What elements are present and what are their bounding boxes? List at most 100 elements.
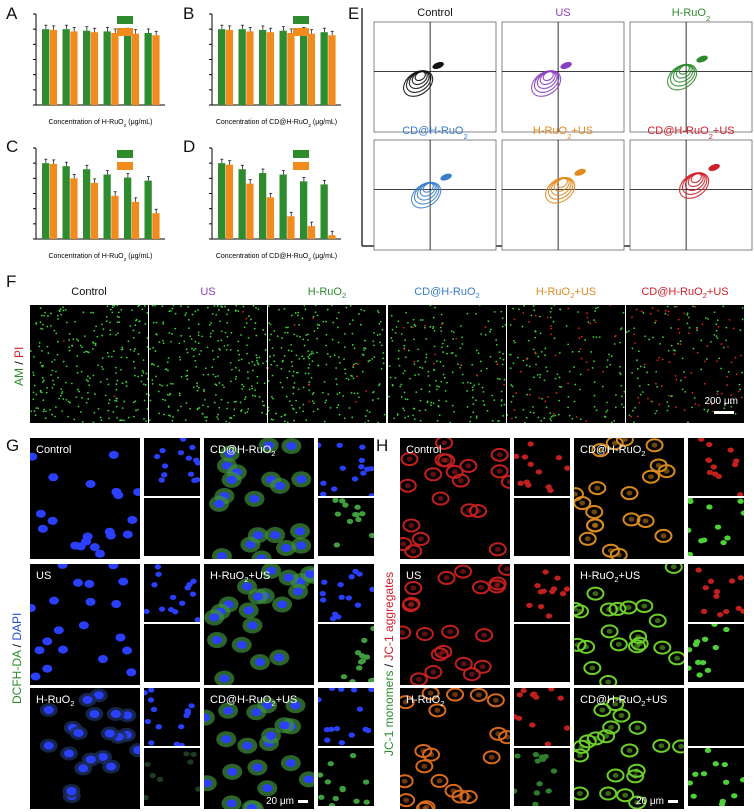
panel-letter-a: A [6,4,18,23]
thumbnail-cells [144,751,200,801]
micrograph-main: CD@H-RuO2+US 20 μm [204,688,314,809]
bar [218,163,226,239]
contour-spot [440,173,452,181]
bar [49,29,58,105]
flow-plot-title: CD@H-RuO2​ [402,125,468,141]
label-separator: / [12,357,26,368]
channel-thumbnail-b [514,748,570,806]
contour-line [550,177,572,196]
bar-chart-a: Concentration of H-RuO2​ (μg/mL) [33,13,165,129]
panel-letter-d: D [183,137,196,156]
micrograph-main: US [30,564,140,685]
jc1-aggregates-label: JC-1 aggregates [382,571,396,661]
contour-line [411,70,428,86]
cell-shapes [39,688,140,804]
channel-thumbnail-a [688,564,744,622]
contour-line [542,71,554,82]
bar [320,32,328,106]
contour-line [679,172,710,199]
cell-dots [388,305,506,423]
label-separator: / [382,660,396,671]
bar [42,163,50,239]
contour-line [681,172,708,195]
thumbnail-cells [340,625,374,682]
cell-dots [626,305,744,423]
flow-plot-title: Control [417,7,452,19]
contour-line [553,177,570,192]
contour-line [539,70,556,86]
channel-thumbnail-b [144,624,200,682]
contour-line [405,70,432,93]
cell-dots [507,305,625,423]
cell-shapes [574,697,684,809]
contour-line [669,63,696,87]
thumbnail-cells [144,564,200,622]
contour-spot [560,62,572,69]
flow-plot: CD@H-RuO2​+US [629,125,753,251]
flow-plot-frame [629,21,753,133]
jc1-panel: JC-1 monomers / JC-1 aggregates Control C… [376,438,754,812]
bar [124,32,132,106]
bar [307,226,316,239]
flow-plot: CD@H-RuO2​ [373,125,497,251]
bar [238,29,246,106]
contour-line [684,172,706,192]
legend-swatch [293,28,309,36]
bar [103,174,111,239]
legend-swatch [293,150,309,158]
micrograph-label: H-RuO2+US [210,570,271,585]
flow-plot: Control [373,7,497,133]
legend-swatch [117,28,133,36]
bar [90,32,99,106]
bar [62,166,70,239]
panel-letter-f: F [6,272,17,291]
thumbnail-cells [319,568,374,622]
live-dead-title: CD@H-RuO2 [414,286,480,301]
cell-shapes [209,438,312,559]
cell-dots [149,305,267,423]
bar [320,184,328,239]
bar [218,29,226,106]
bar [238,169,246,239]
micrograph-label: US [36,570,52,582]
flow-plot: H-RuO2​ [629,7,753,133]
legend-swatch [117,150,133,158]
thumbnail-cells [697,438,744,496]
scale-bar [714,411,734,414]
legend-swatch [293,162,309,170]
micrograph-label: H-RuO2 [406,694,445,709]
contour-line [536,70,558,90]
micrograph-main: H-RuO2+US [574,564,684,685]
micrograph-label: Control [406,444,442,456]
micrograph-main: H-RuO2+US [204,564,314,685]
flow-plot-frame [373,139,497,251]
channel-thumbnail-b [514,624,570,682]
contour-line [556,177,568,188]
bar [49,163,58,239]
micrograph-main: CD@H-RuO2 [574,438,684,559]
live-dead-title: US [200,286,216,298]
flow-cytometry-panel: Control US H-RuO2​ CD@H-RuO2​ H-RuO2​+US CD@H… [361,7,753,251]
channel-thumbnail-a [318,564,374,622]
flow-plot-frame [373,21,497,133]
contour-line [411,181,442,209]
am-label: AM [12,368,26,386]
channel-thumbnail-a [318,688,374,746]
channel-thumbnail-b [688,748,744,806]
thumbnail-cells [526,569,570,619]
bar [287,216,295,239]
live-dead-axis-label: AM / PI [12,347,26,386]
legend-swatch [117,162,133,170]
flow-plot-title: H-RuO2​+US [533,125,593,141]
ros-panel: DCFH-DA / DAPI Control CD@H-RuO2 US H-RuO2+… [0,438,376,812]
cell-shapes [204,564,314,685]
thumbnail-cells [144,498,200,556]
live-dead-image [30,305,148,423]
bar [70,31,78,105]
contour-line [547,177,574,200]
live-dead-title: CD@H-RuO2+US [641,286,729,301]
channel-thumbnail-a [514,564,570,622]
cell-shapes [574,438,676,559]
bar-chart-d: Concentration of CD@H-RuO2​ (μg/mL) [209,147,341,263]
contour-line [408,70,430,90]
